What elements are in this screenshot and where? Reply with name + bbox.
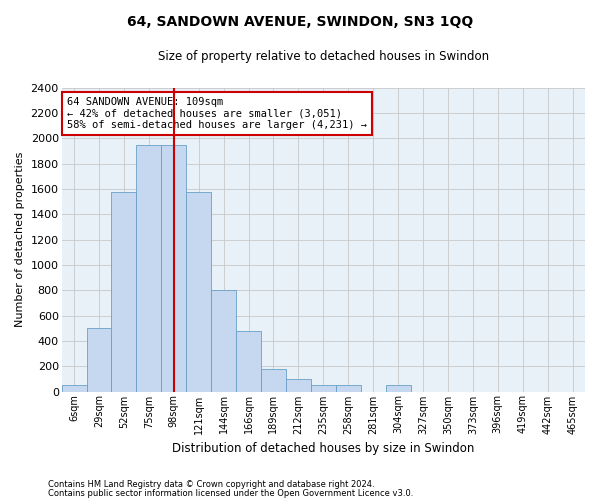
- Bar: [386, 385, 410, 392]
- Text: 64, SANDOWN AVENUE, SWINDON, SN3 1QQ: 64, SANDOWN AVENUE, SWINDON, SN3 1QQ: [127, 15, 473, 29]
- Title: Size of property relative to detached houses in Swindon: Size of property relative to detached ho…: [158, 50, 489, 63]
- Bar: [211, 290, 236, 392]
- Bar: [236, 331, 261, 392]
- Bar: [62, 385, 86, 392]
- Bar: [86, 328, 112, 392]
- Y-axis label: Number of detached properties: Number of detached properties: [15, 152, 25, 328]
- Bar: [186, 192, 211, 392]
- Bar: [261, 370, 286, 392]
- Bar: [286, 379, 311, 392]
- Bar: [336, 385, 361, 392]
- X-axis label: Distribution of detached houses by size in Swindon: Distribution of detached houses by size …: [172, 442, 475, 455]
- Text: Contains public sector information licensed under the Open Government Licence v3: Contains public sector information licen…: [48, 488, 413, 498]
- Bar: [161, 144, 186, 392]
- Bar: [311, 385, 336, 392]
- Text: 64 SANDOWN AVENUE: 109sqm
← 42% of detached houses are smaller (3,051)
58% of se: 64 SANDOWN AVENUE: 109sqm ← 42% of detac…: [67, 97, 367, 130]
- Bar: [136, 144, 161, 392]
- Text: Contains HM Land Registry data © Crown copyright and database right 2024.: Contains HM Land Registry data © Crown c…: [48, 480, 374, 489]
- Bar: [112, 192, 136, 392]
